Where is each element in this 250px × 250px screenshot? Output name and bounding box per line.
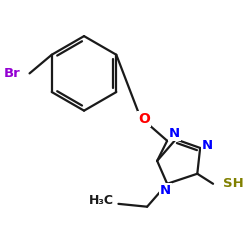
Text: H₃C: H₃C — [89, 194, 114, 207]
Text: H: H — [104, 194, 114, 207]
Text: N: N — [202, 139, 213, 152]
Text: N: N — [169, 127, 180, 140]
Text: Br: Br — [4, 67, 21, 80]
Text: N: N — [160, 184, 171, 196]
Text: O: O — [138, 112, 150, 126]
Text: SH: SH — [223, 177, 244, 190]
